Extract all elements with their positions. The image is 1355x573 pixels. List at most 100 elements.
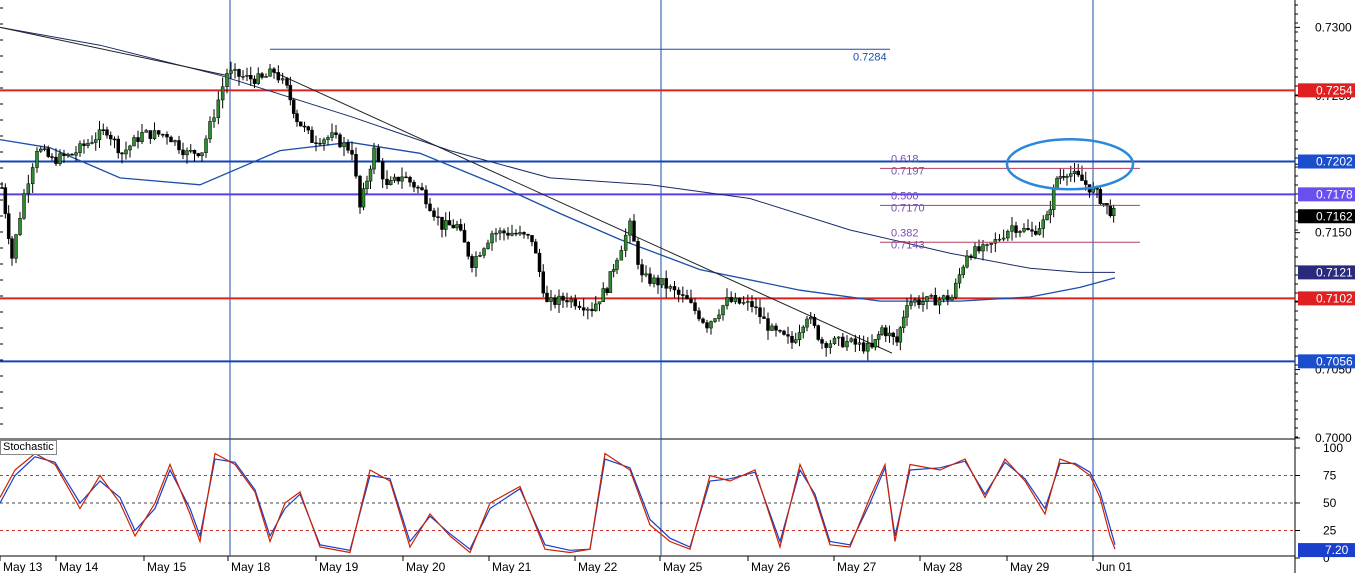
candle-up xyxy=(557,295,561,305)
candle-down xyxy=(530,235,534,243)
candle-up xyxy=(611,269,616,272)
date-label: May 29 xyxy=(1010,560,1050,573)
candle-up xyxy=(644,273,648,276)
candle-up xyxy=(264,76,268,78)
candle-up xyxy=(26,183,31,194)
candle-down xyxy=(672,286,677,291)
candle-up xyxy=(400,176,404,182)
candle-down xyxy=(46,148,50,157)
candle-down xyxy=(522,232,526,235)
candle-down xyxy=(632,220,636,242)
candle-down xyxy=(109,134,113,140)
candle-up xyxy=(86,142,90,146)
candle-down xyxy=(758,307,762,318)
candle-down xyxy=(272,68,276,73)
candle-up xyxy=(389,180,393,185)
candle-down xyxy=(681,294,685,296)
candle-up xyxy=(42,148,47,150)
candle-down xyxy=(1105,203,1109,207)
candle-up xyxy=(925,296,929,302)
stochastic-tick-label: 50 xyxy=(1323,496,1337,510)
candle-down xyxy=(291,99,296,114)
candle-down xyxy=(676,289,681,295)
candle-down xyxy=(664,278,668,289)
candle-down xyxy=(545,292,549,302)
date-label: May 25 xyxy=(663,560,703,573)
candle-down xyxy=(605,288,609,293)
candle-up xyxy=(586,308,590,311)
candle-up xyxy=(733,297,738,303)
candle-up xyxy=(880,327,884,335)
stochastic-panel xyxy=(0,452,1295,554)
candle-up xyxy=(876,334,881,340)
candle-down xyxy=(1030,229,1034,232)
candle-down xyxy=(977,246,981,252)
candle-down xyxy=(933,294,938,306)
candle-up xyxy=(256,73,260,84)
candle-up xyxy=(1058,176,1063,179)
candle-up xyxy=(909,301,913,306)
candle-up xyxy=(268,68,272,77)
candle-up xyxy=(608,271,613,293)
candle-down xyxy=(861,342,866,352)
candle-down xyxy=(762,316,766,319)
candle-up xyxy=(1069,173,1073,177)
candle-up xyxy=(1065,176,1069,178)
candle-down xyxy=(169,136,173,143)
candle-up xyxy=(985,244,989,246)
candle-up xyxy=(668,286,673,289)
candle-up xyxy=(623,234,628,251)
candle-up xyxy=(954,282,958,298)
candle-down xyxy=(302,125,307,128)
horizontal-levels xyxy=(0,89,1295,363)
candle-up xyxy=(486,242,490,249)
trend-line xyxy=(271,70,893,354)
candle-up xyxy=(619,250,624,261)
price-tag-label: 0.7121 xyxy=(1316,265,1353,279)
candle-up xyxy=(97,129,102,140)
candle-down xyxy=(693,302,697,312)
candle-up xyxy=(709,321,713,329)
candle-up xyxy=(1001,237,1006,240)
candle-down xyxy=(1014,225,1018,233)
moving-average-slow xyxy=(0,26,1115,273)
date-label: May 15 xyxy=(147,560,187,573)
candle-up xyxy=(225,73,229,87)
candle-down xyxy=(50,156,54,158)
candle-up xyxy=(615,259,619,270)
candle-down xyxy=(440,216,444,230)
candle-down xyxy=(420,187,424,191)
candle-up xyxy=(30,167,35,185)
candle-up xyxy=(229,70,233,74)
candle-down xyxy=(459,224,463,231)
candle-down xyxy=(350,150,354,155)
candle-down xyxy=(812,317,817,326)
stochastic-k-line xyxy=(0,452,1116,554)
candle-down xyxy=(841,336,845,348)
candle-down xyxy=(196,153,200,157)
candle-down xyxy=(786,334,790,337)
candle-up xyxy=(828,343,833,348)
candle-down xyxy=(526,234,530,236)
candle-down xyxy=(136,137,140,143)
candle-up xyxy=(1051,187,1056,210)
candle-down xyxy=(408,176,412,183)
candle-down xyxy=(577,305,582,308)
candle-down xyxy=(432,210,436,217)
candle-up xyxy=(801,326,805,333)
price-tag xyxy=(1298,354,1355,369)
candle-down xyxy=(252,78,257,84)
candle-up xyxy=(973,246,977,258)
candle-up xyxy=(866,342,870,352)
candle-up xyxy=(898,327,903,343)
candle-down xyxy=(260,73,264,78)
candle-down xyxy=(895,336,899,343)
candle-down xyxy=(358,175,362,208)
candle-down xyxy=(870,342,874,348)
candle-down xyxy=(404,176,408,179)
candle-down xyxy=(541,271,545,294)
candle-down xyxy=(451,224,455,229)
candle-up xyxy=(392,176,397,181)
candle-down xyxy=(946,295,950,301)
